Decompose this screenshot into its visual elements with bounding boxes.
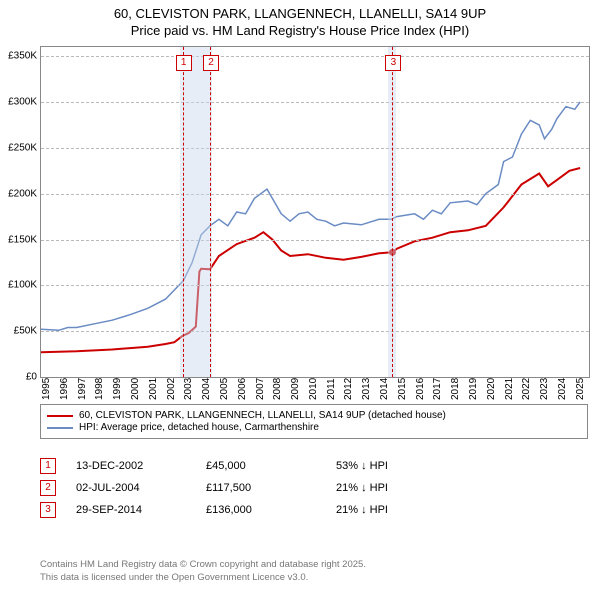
plot-svg bbox=[41, 47, 589, 377]
chart-band bbox=[180, 47, 212, 377]
x-axis-label: 2025 bbox=[575, 378, 586, 400]
attribution: Contains HM Land Registry data © Crown c… bbox=[40, 559, 366, 584]
x-axis-label: 2016 bbox=[415, 378, 426, 400]
x-axis-label: 2022 bbox=[521, 378, 532, 400]
x-axis-label: 2007 bbox=[255, 378, 266, 400]
x-axis-label: 1997 bbox=[77, 378, 88, 400]
event-marker: 3 bbox=[40, 502, 56, 518]
legend-item: 60, CLEVISTON PARK, LLANGENNECH, LLANELL… bbox=[47, 410, 581, 421]
x-axis-label: 2005 bbox=[219, 378, 230, 400]
event-marker: 3 bbox=[385, 55, 401, 71]
event-row: 2 02-JUL-2004£117,50021% ↓ HPI bbox=[40, 480, 588, 496]
legend: 60, CLEVISTON PARK, LLANGENNECH, LLANELL… bbox=[40, 404, 588, 439]
event-vline bbox=[183, 47, 184, 377]
x-axis-label: 1999 bbox=[112, 378, 123, 400]
x-axis-label: 2021 bbox=[504, 378, 515, 400]
title-line2: Price paid vs. HM Land Registry's House … bbox=[0, 23, 600, 40]
y-axis-label: £200K bbox=[1, 188, 37, 199]
y-axis-label: £0 bbox=[1, 372, 37, 383]
y-axis-label: £300K bbox=[1, 97, 37, 108]
x-axis-label: 2020 bbox=[486, 378, 497, 400]
x-axis-label: 2018 bbox=[450, 378, 461, 400]
event-marker: 2 bbox=[40, 480, 56, 496]
legend-label: 60, CLEVISTON PARK, LLANGENNECH, LLANELL… bbox=[79, 410, 446, 421]
x-axis-label: 1995 bbox=[41, 378, 52, 400]
event-delta: 53% ↓ HPI bbox=[336, 460, 466, 472]
y-axis-label: £50K bbox=[1, 326, 37, 337]
x-axis-label: 1998 bbox=[94, 378, 105, 400]
event-date: 13-DEC-2002 bbox=[76, 460, 206, 472]
event-marker: 1 bbox=[40, 458, 56, 474]
event-price: £45,000 bbox=[206, 460, 336, 472]
x-axis-label: 2004 bbox=[201, 378, 212, 400]
event-delta: 21% ↓ HPI bbox=[336, 482, 466, 494]
attr-line2: This data is licensed under the Open Gov… bbox=[40, 572, 366, 584]
event-vline bbox=[210, 47, 211, 377]
legend-swatch bbox=[47, 427, 73, 429]
event-price: £117,500 bbox=[206, 482, 336, 494]
x-axis-label: 2002 bbox=[166, 378, 177, 400]
x-axis-label: 2001 bbox=[148, 378, 159, 400]
price-chart: £0£50K£100K£150K£200K£250K£300K£350K1995… bbox=[40, 46, 590, 378]
legend-label: HPI: Average price, detached house, Carm… bbox=[79, 422, 319, 433]
x-axis-label: 1996 bbox=[59, 378, 70, 400]
x-axis-label: 2013 bbox=[361, 378, 372, 400]
event-date: 02-JUL-2004 bbox=[76, 482, 206, 494]
legend-item: HPI: Average price, detached house, Carm… bbox=[47, 422, 581, 433]
x-axis-label: 2008 bbox=[272, 378, 283, 400]
y-axis-label: £150K bbox=[1, 234, 37, 245]
chart-title: 60, CLEVISTON PARK, LLANGENNECH, LLANELL… bbox=[0, 0, 600, 42]
x-axis-label: 2012 bbox=[343, 378, 354, 400]
y-axis-label: £350K bbox=[1, 51, 37, 62]
x-axis-label: 2023 bbox=[539, 378, 550, 400]
x-axis-label: 2009 bbox=[290, 378, 301, 400]
x-axis-label: 2011 bbox=[326, 378, 337, 400]
y-axis-label: £250K bbox=[1, 142, 37, 153]
event-delta: 21% ↓ HPI bbox=[336, 504, 466, 516]
series-hpi bbox=[41, 102, 580, 330]
x-axis-label: 2006 bbox=[237, 378, 248, 400]
x-axis-label: 2015 bbox=[397, 378, 408, 400]
y-axis-label: £100K bbox=[1, 280, 37, 291]
x-axis-label: 2019 bbox=[468, 378, 479, 400]
series-property bbox=[41, 168, 580, 352]
event-vline bbox=[392, 47, 393, 377]
event-price: £136,000 bbox=[206, 504, 336, 516]
x-axis-label: 2014 bbox=[379, 378, 390, 400]
event-marker: 1 bbox=[176, 55, 192, 71]
events-table: 1 13-DEC-2002£45,00053% ↓ HPI 2 02-JUL-2004… bbox=[40, 452, 588, 524]
event-row: 1 13-DEC-2002£45,00053% ↓ HPI bbox=[40, 458, 588, 474]
x-axis-label: 2024 bbox=[557, 378, 568, 400]
event-row: 3 29-SEP-2014£136,00021% ↓ HPI bbox=[40, 502, 588, 518]
title-line1: 60, CLEVISTON PARK, LLANGENNECH, LLANELL… bbox=[0, 6, 600, 23]
legend-swatch bbox=[47, 415, 73, 417]
event-marker: 2 bbox=[203, 55, 219, 71]
x-axis-label: 2003 bbox=[183, 378, 194, 400]
x-axis-label: 2017 bbox=[432, 378, 443, 400]
x-axis-label: 2000 bbox=[130, 378, 141, 400]
attr-line1: Contains HM Land Registry data © Crown c… bbox=[40, 559, 366, 571]
x-axis-label: 2010 bbox=[308, 378, 319, 400]
event-date: 29-SEP-2014 bbox=[76, 504, 206, 516]
